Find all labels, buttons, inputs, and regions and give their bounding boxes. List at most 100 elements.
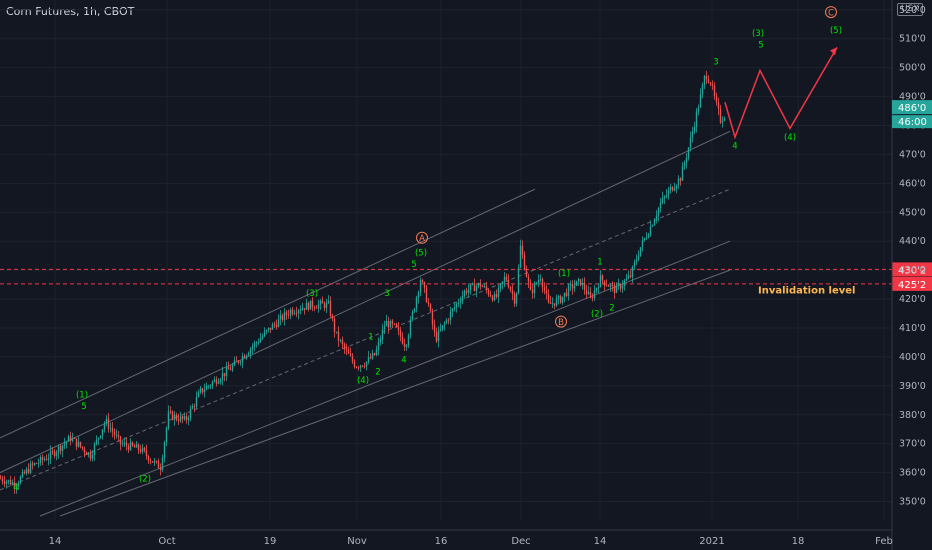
candle-body xyxy=(17,483,20,487)
candle-body xyxy=(155,460,158,462)
candle-body xyxy=(139,449,142,452)
candle-body xyxy=(331,315,334,319)
candle-body xyxy=(265,330,268,332)
wave-label: (1) xyxy=(558,269,570,279)
projection-path xyxy=(724,47,838,140)
candle-body xyxy=(325,302,328,309)
candle-body xyxy=(29,463,32,473)
wave-label: (5) xyxy=(415,249,427,259)
candle-body xyxy=(21,471,24,477)
candle-body xyxy=(683,162,686,167)
candle-body xyxy=(229,369,232,371)
currency-badge[interactable]: USX xyxy=(897,3,924,16)
candle-body xyxy=(481,286,484,288)
candle-body xyxy=(143,447,146,451)
candle-body xyxy=(425,287,428,303)
candle-body xyxy=(537,280,540,284)
candle-body xyxy=(311,300,314,308)
candle-body xyxy=(321,300,324,304)
candle-body xyxy=(631,266,634,277)
candle-body xyxy=(41,457,44,460)
projection-arrowhead xyxy=(830,47,837,56)
x-tick-label: 14 xyxy=(49,536,62,547)
candle-body xyxy=(525,269,528,277)
candle-body xyxy=(541,279,544,288)
candle-body xyxy=(665,195,668,197)
candle-body xyxy=(107,418,110,429)
candle-body xyxy=(239,362,242,363)
candle-body xyxy=(615,285,618,294)
candle-body xyxy=(359,365,362,368)
candle-body xyxy=(561,296,564,303)
wave-label: 2 xyxy=(375,367,380,377)
channel-line xyxy=(59,269,731,517)
candle-body xyxy=(173,414,176,420)
candle-body xyxy=(23,471,26,474)
candle-body xyxy=(165,427,168,443)
candle-body xyxy=(443,323,446,326)
candle-body xyxy=(505,276,508,280)
candle-body xyxy=(281,315,284,320)
candle-body xyxy=(449,311,452,321)
candle-body xyxy=(691,131,694,138)
candle-body xyxy=(251,346,254,349)
candle-body xyxy=(707,79,710,83)
candle-body xyxy=(303,308,306,310)
candle-body xyxy=(79,441,82,447)
candle-body xyxy=(453,307,456,309)
candle-body xyxy=(675,185,678,189)
candle-body xyxy=(651,225,654,227)
candle-body xyxy=(169,411,172,413)
y-tick-label: 500'0 xyxy=(899,63,926,74)
candle-body xyxy=(353,361,356,368)
candle-body xyxy=(295,313,298,314)
candle-body xyxy=(297,310,300,314)
candle-body xyxy=(461,295,464,302)
candle-body xyxy=(549,302,552,304)
candle-body xyxy=(595,288,598,291)
candle-body xyxy=(421,280,424,283)
candle-body xyxy=(243,356,246,358)
candle-body xyxy=(185,416,188,421)
wave-label: 4 xyxy=(13,483,18,493)
candle-body xyxy=(19,476,22,484)
candle-body xyxy=(385,320,388,327)
level-badge xyxy=(892,276,932,291)
candle-body xyxy=(621,285,624,289)
candle-body xyxy=(291,309,294,314)
candle-body xyxy=(577,279,580,281)
candle-body xyxy=(223,373,226,376)
candle-body xyxy=(119,436,122,445)
candle-body xyxy=(387,320,390,328)
candle-body xyxy=(97,437,100,440)
candle-body xyxy=(611,284,614,286)
y-tick-label: 460'0 xyxy=(899,178,926,189)
countdown-label: 46:00 xyxy=(898,117,927,128)
candle-body xyxy=(329,300,332,316)
candle-body xyxy=(247,353,250,356)
candle-body xyxy=(607,285,610,287)
candle-body xyxy=(671,186,674,191)
candle-body xyxy=(115,435,118,436)
candle-body xyxy=(645,237,648,239)
candle-body xyxy=(11,482,14,485)
wave-label: 4 xyxy=(401,356,406,366)
candle-body xyxy=(163,442,166,458)
candle-body xyxy=(127,445,130,450)
candle-body xyxy=(637,255,640,260)
candle-body xyxy=(33,463,36,465)
wave-circle xyxy=(825,6,837,19)
candle-body xyxy=(367,357,370,362)
candle-body xyxy=(61,445,64,451)
candle-body xyxy=(581,282,584,286)
candle-body xyxy=(307,302,310,310)
candle-body xyxy=(135,444,138,448)
candle-body xyxy=(275,324,278,327)
candle-body xyxy=(53,451,56,456)
candle-body xyxy=(669,186,672,191)
candle-body xyxy=(627,275,630,279)
candle-body xyxy=(5,481,8,484)
candle-body xyxy=(357,367,360,369)
candle-body xyxy=(101,429,104,436)
